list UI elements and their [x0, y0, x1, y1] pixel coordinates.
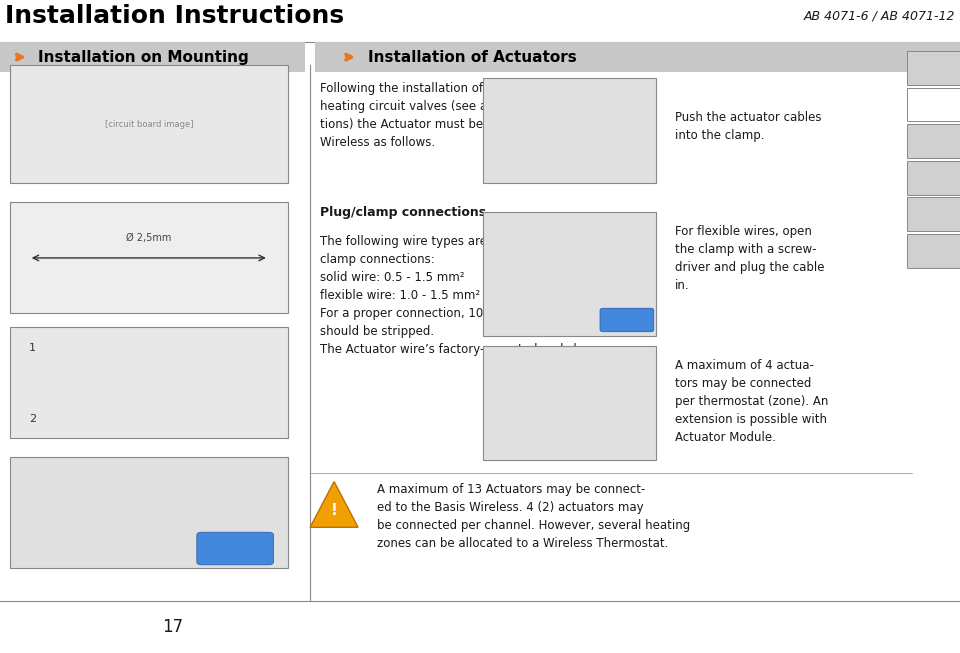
Text: Ø 2,5mm: Ø 2,5mm: [126, 233, 172, 244]
FancyBboxPatch shape: [10, 457, 288, 568]
FancyBboxPatch shape: [483, 346, 656, 460]
FancyBboxPatch shape: [907, 51, 960, 85]
FancyBboxPatch shape: [10, 65, 288, 183]
FancyBboxPatch shape: [907, 124, 960, 158]
Text: NOR: NOR: [921, 171, 947, 184]
Bar: [315, 42, 960, 72]
FancyBboxPatch shape: [907, 161, 960, 195]
FancyBboxPatch shape: [0, 0, 960, 42]
Text: 17: 17: [162, 618, 183, 636]
FancyBboxPatch shape: [483, 212, 656, 336]
FancyBboxPatch shape: [197, 532, 274, 565]
Text: Installation Instructions: Installation Instructions: [5, 5, 344, 28]
Text: Following the installation of the Actuators onto the
heating circuit valves (see: Following the installation of the Actuat…: [320, 82, 648, 149]
Text: Tip!: Tip!: [617, 315, 636, 325]
Text: The following wire types are suitable for the plug/
clamp connections:
solid wir: The following wire types are suitable fo…: [320, 235, 639, 356]
FancyBboxPatch shape: [10, 202, 288, 313]
Text: 2: 2: [29, 415, 36, 424]
Text: SWE: SWE: [921, 208, 947, 221]
Text: Plug/clamp connections: Plug/clamp connections: [320, 206, 486, 219]
Text: AB 4071-6 / AB 4071-12: AB 4071-6 / AB 4071-12: [804, 10, 955, 23]
Polygon shape: [310, 482, 358, 528]
Bar: [0, 42, 305, 72]
Text: A maximum of 4 actua-
tors may be connected
per thermostat (zone). An
extension : A maximum of 4 actua- tors may be connec…: [675, 359, 828, 444]
Text: A maximum of 13 Actuators may be connect-
ed to the Basis Wireless. 4 (2) actuat: A maximum of 13 Actuators may be connect…: [377, 483, 690, 550]
Text: Push the actuator cables
into the clamp.: Push the actuator cables into the clamp.: [675, 111, 822, 142]
Text: For flexible wires, open
the clamp with a screw-
driver and plug the cable
in.: For flexible wires, open the clamp with …: [675, 225, 825, 293]
FancyBboxPatch shape: [483, 78, 656, 183]
FancyBboxPatch shape: [907, 197, 960, 231]
Text: 1: 1: [29, 343, 36, 353]
Text: GB: GB: [924, 98, 943, 111]
FancyBboxPatch shape: [10, 326, 288, 438]
Text: DE: DE: [925, 61, 942, 74]
Text: [circuit board image]: [circuit board image]: [105, 119, 193, 129]
Text: Tip!: Tip!: [225, 543, 246, 554]
FancyBboxPatch shape: [907, 88, 960, 121]
Text: !: !: [330, 503, 338, 518]
Text: Installation of Actuators: Installation of Actuators: [368, 50, 576, 65]
Text: Installation on Mounting: Installation on Mounting: [38, 50, 250, 65]
Text: FIN: FIN: [924, 244, 943, 257]
FancyBboxPatch shape: [907, 234, 960, 268]
Text: DK: DK: [925, 135, 942, 148]
FancyBboxPatch shape: [600, 308, 654, 332]
